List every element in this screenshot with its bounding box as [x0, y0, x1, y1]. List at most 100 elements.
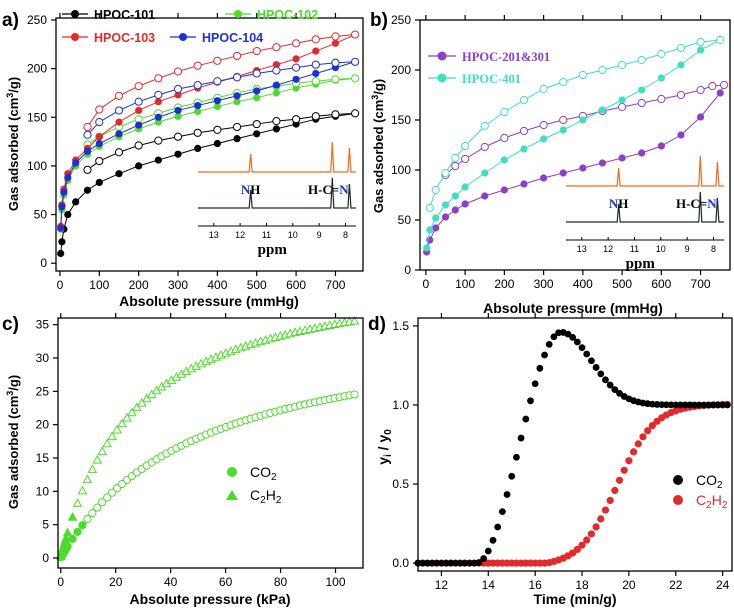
- co2-breakthrough-point: [709, 401, 717, 409]
- panel-b-series-desorption-point: [578, 70, 587, 80]
- panel-b-ylabel: Gas adsorbed (cm3/g): [370, 79, 386, 213]
- panel-a-hpoc-104-adsorption-point: [64, 173, 72, 182]
- panel-b-series-desorption-point: [559, 115, 568, 125]
- panel-b-xtick-label: 700: [691, 277, 711, 291]
- panel-b-series-adsorption-line: [426, 84, 725, 253]
- legend-d-c2h2-marker: [673, 495, 683, 505]
- c2h2-point: [97, 446, 108, 456]
- panel-b-series-desorption-point: [708, 81, 717, 91]
- panel-a-hpoc-104-desorption-point: [232, 73, 242, 82]
- co2-breakthrough-point: [695, 401, 703, 409]
- panel-d-xtick-label: 16: [528, 578, 542, 592]
- panel-a-hpoc-101-adsorption-point: [253, 130, 261, 138]
- panel-c-ylabel: Gas adsorbed (cm3/g): [5, 375, 21, 509]
- panel-b-series-adsorption-point: [638, 86, 646, 94]
- panel-b-nmr-tick-label: 13: [577, 244, 587, 254]
- panel-d-ytick-label: 1.0: [392, 398, 409, 412]
- panel-b-series-adsorption-point: [696, 113, 705, 121]
- c2h2-breakthrough-point: [597, 515, 605, 523]
- c2h2-point: [122, 412, 132, 422]
- co2-breakthrough-point: [583, 350, 591, 358]
- panel-a-hpoc-101-desorption-point: [114, 148, 124, 157]
- panel-b-xtick-label: 600: [651, 277, 671, 291]
- legend-d-c2h2-label: C2H2: [696, 492, 728, 511]
- legend-hpoc-102-marker: [234, 10, 242, 18]
- panel-b-series-desorption-point: [696, 85, 705, 95]
- legend-hpoc-103-marker: [71, 33, 79, 41]
- panel-c-ytick-label: 0: [42, 551, 49, 565]
- panel-b-nmr-ppm-label: ppm: [626, 256, 656, 272]
- panel-a-ytick-label: 50: [34, 208, 48, 222]
- panel-b-nmr-hcn-label: H-C=N: [676, 196, 717, 211]
- panel-b-series-adsorption-point: [696, 46, 705, 54]
- panel-d-ytick-label: 0.5: [392, 477, 409, 491]
- panel-a-hpoc-103-desorption-point: [272, 43, 281, 52]
- co2-breakthrough-point: [606, 381, 614, 389]
- panel-a-hpoc-101-desorption-point: [95, 156, 104, 166]
- panel-b-hcn-n: N: [707, 196, 717, 211]
- co2-point: [98, 498, 107, 507]
- panel-b-series-desorption-point: [696, 37, 705, 47]
- legend-co2-marker: [227, 467, 237, 477]
- panel-a-hpoc-104-desorption-point: [351, 57, 360, 66]
- panel-a-hpoc-104-adsorption-point: [135, 121, 143, 129]
- panel-a-xtick-label: 500: [247, 278, 267, 292]
- panel-b-series-desorption-point: [716, 35, 725, 45]
- c2h2-point: [72, 498, 83, 507]
- co2-breakthrough-point: [705, 401, 712, 409]
- panel-b-series-desorption-point: [451, 153, 460, 163]
- panel-b-series-desorption-point: [441, 168, 450, 178]
- panel-b-series-desorption-point: [480, 142, 489, 152]
- panel-a-nmr-tick-label: 10: [288, 230, 298, 240]
- co2-breakthrough-point: [419, 559, 427, 567]
- panel-a-ytick-label: 200: [27, 62, 47, 76]
- c2h2-breakthrough-point: [578, 541, 586, 549]
- panel-a-hpoc-101-adsorption-point: [174, 150, 182, 158]
- panel-b-series-adsorption-point: [540, 135, 548, 143]
- c2h2-breakthrough-point: [644, 427, 652, 435]
- c2h2-point: [136, 397, 147, 407]
- panel-b-nmr-tick-label: 8: [711, 244, 716, 254]
- legend-hpoc-101-label: HPOC-101: [94, 8, 155, 22]
- legend-hpoc-104-label: HPOC-104: [202, 31, 263, 45]
- panel-a-hpoc-101-adsorption-point: [72, 198, 80, 206]
- panel-a-hpoc-101-desorption-point: [173, 132, 183, 141]
- panel-a-hpoc-101-adsorption-point: [233, 135, 241, 143]
- co2-breakthrough-point: [588, 357, 595, 365]
- panel-a-nmr-nh-label: NH: [241, 182, 261, 197]
- c2h2-breakthrough-point: [611, 486, 619, 495]
- panel-a-hpoc-102-adsorption-line: [60, 77, 356, 230]
- panel-c-ytick-label: 5: [42, 518, 49, 532]
- panel-b-series-desorption-point: [519, 95, 529, 105]
- panel-b-nh-n: N: [609, 196, 619, 211]
- c2h2-point: [67, 512, 78, 521]
- panel-a-hpoc-102-desorption-point: [351, 74, 360, 83]
- panel-a-xtick-label: 300: [168, 278, 188, 292]
- co2-breakthrough-point: [508, 472, 516, 480]
- panel-b-series-adsorption-point: [432, 224, 440, 232]
- panel-b-ytick-label: 150: [391, 113, 411, 127]
- panel-b-xtick-label: 200: [494, 277, 514, 291]
- co2-breakthrough-point: [475, 559, 483, 566]
- c2h2-breakthrough-point: [601, 506, 610, 514]
- c2h2-breakthrough-point: [639, 433, 647, 441]
- panel-b-series-adsorption-point: [451, 192, 459, 200]
- panel-a-hpoc-103-desorption-point: [252, 46, 261, 56]
- co2-breakthrough-point: [428, 559, 436, 567]
- co2-breakthrough-point: [498, 508, 506, 516]
- c2h2-point: [112, 424, 122, 434]
- panel-a-hpoc-104-adsorption-point: [213, 97, 221, 105]
- co2-breakthrough-point: [691, 401, 698, 409]
- panel-a-hpoc-104-adsorption-point: [154, 113, 162, 121]
- panel-b-series-desorption-point: [676, 43, 686, 53]
- panel-a-hpoc-103-adsorption-point: [331, 39, 340, 47]
- panel-a-hpoc-101-desorption-point: [311, 112, 320, 121]
- panel-a-hpoc-103-desorption-point: [232, 51, 242, 61]
- panel-b-series-adsorption-point: [638, 149, 646, 157]
- co2-breakthrough-point: [714, 401, 722, 409]
- panel-b-series-adsorption-point: [481, 169, 489, 177]
- co2-point: [83, 514, 92, 524]
- panel-a-xtick-label: 100: [89, 278, 109, 292]
- panel-a-hpoc-104-adsorption-line: [60, 61, 356, 229]
